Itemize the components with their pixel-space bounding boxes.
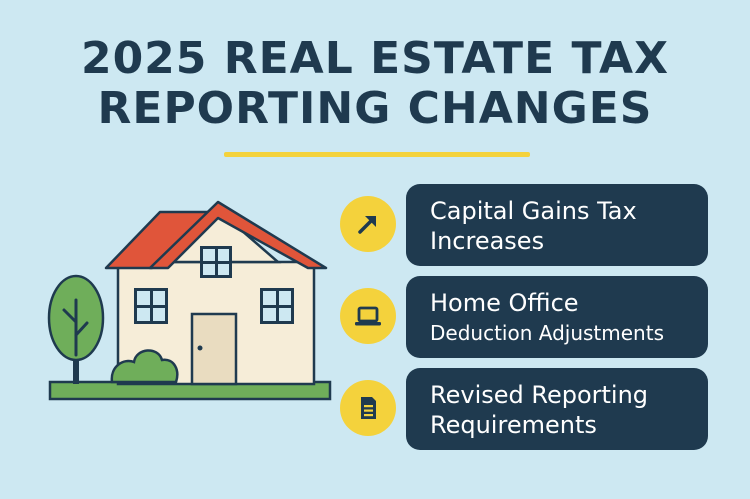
document-icon [361, 397, 376, 419]
card-line-2: Increases [430, 227, 545, 255]
arrow-up-right-icon [358, 216, 376, 234]
page-title: 2025 REAL ESTATE TAX REPORTING CHANGES [0, 34, 750, 134]
bush [110, 349, 179, 384]
card: Revised Reporting Requirements [406, 368, 708, 450]
card-line-1: Capital Gains Tax [430, 197, 637, 225]
badge [340, 196, 396, 252]
list-item-home-office: Home Office Deduction Adjustments [340, 276, 710, 358]
card-line-1: Revised Reporting [430, 381, 649, 409]
house-illustration [47, 200, 332, 401]
laptop-icon [355, 306, 381, 326]
badge [340, 288, 396, 344]
card: Home Office Deduction Adjustments [406, 276, 708, 358]
roof-gable [148, 200, 328, 270]
badge [340, 380, 396, 436]
left-window [134, 288, 168, 324]
card-line-2: Requirements [430, 411, 597, 439]
title-underline [224, 152, 530, 157]
list-item-capital-gains: Capital Gains Tax Increases [340, 184, 710, 266]
card-line-1: Home Office [430, 289, 579, 317]
title-line-1: 2025 REAL ESTATE TAX [80, 33, 670, 84]
list-item-reporting: Revised Reporting Requirements [340, 368, 710, 450]
tree [47, 274, 105, 384]
card: Capital Gains Tax Increases [406, 184, 708, 266]
attic-window [200, 246, 232, 278]
right-window [260, 288, 294, 324]
title-line-2: REPORTING CHANGES [97, 83, 653, 134]
card-line-2: Deduction Adjustments [430, 321, 664, 345]
